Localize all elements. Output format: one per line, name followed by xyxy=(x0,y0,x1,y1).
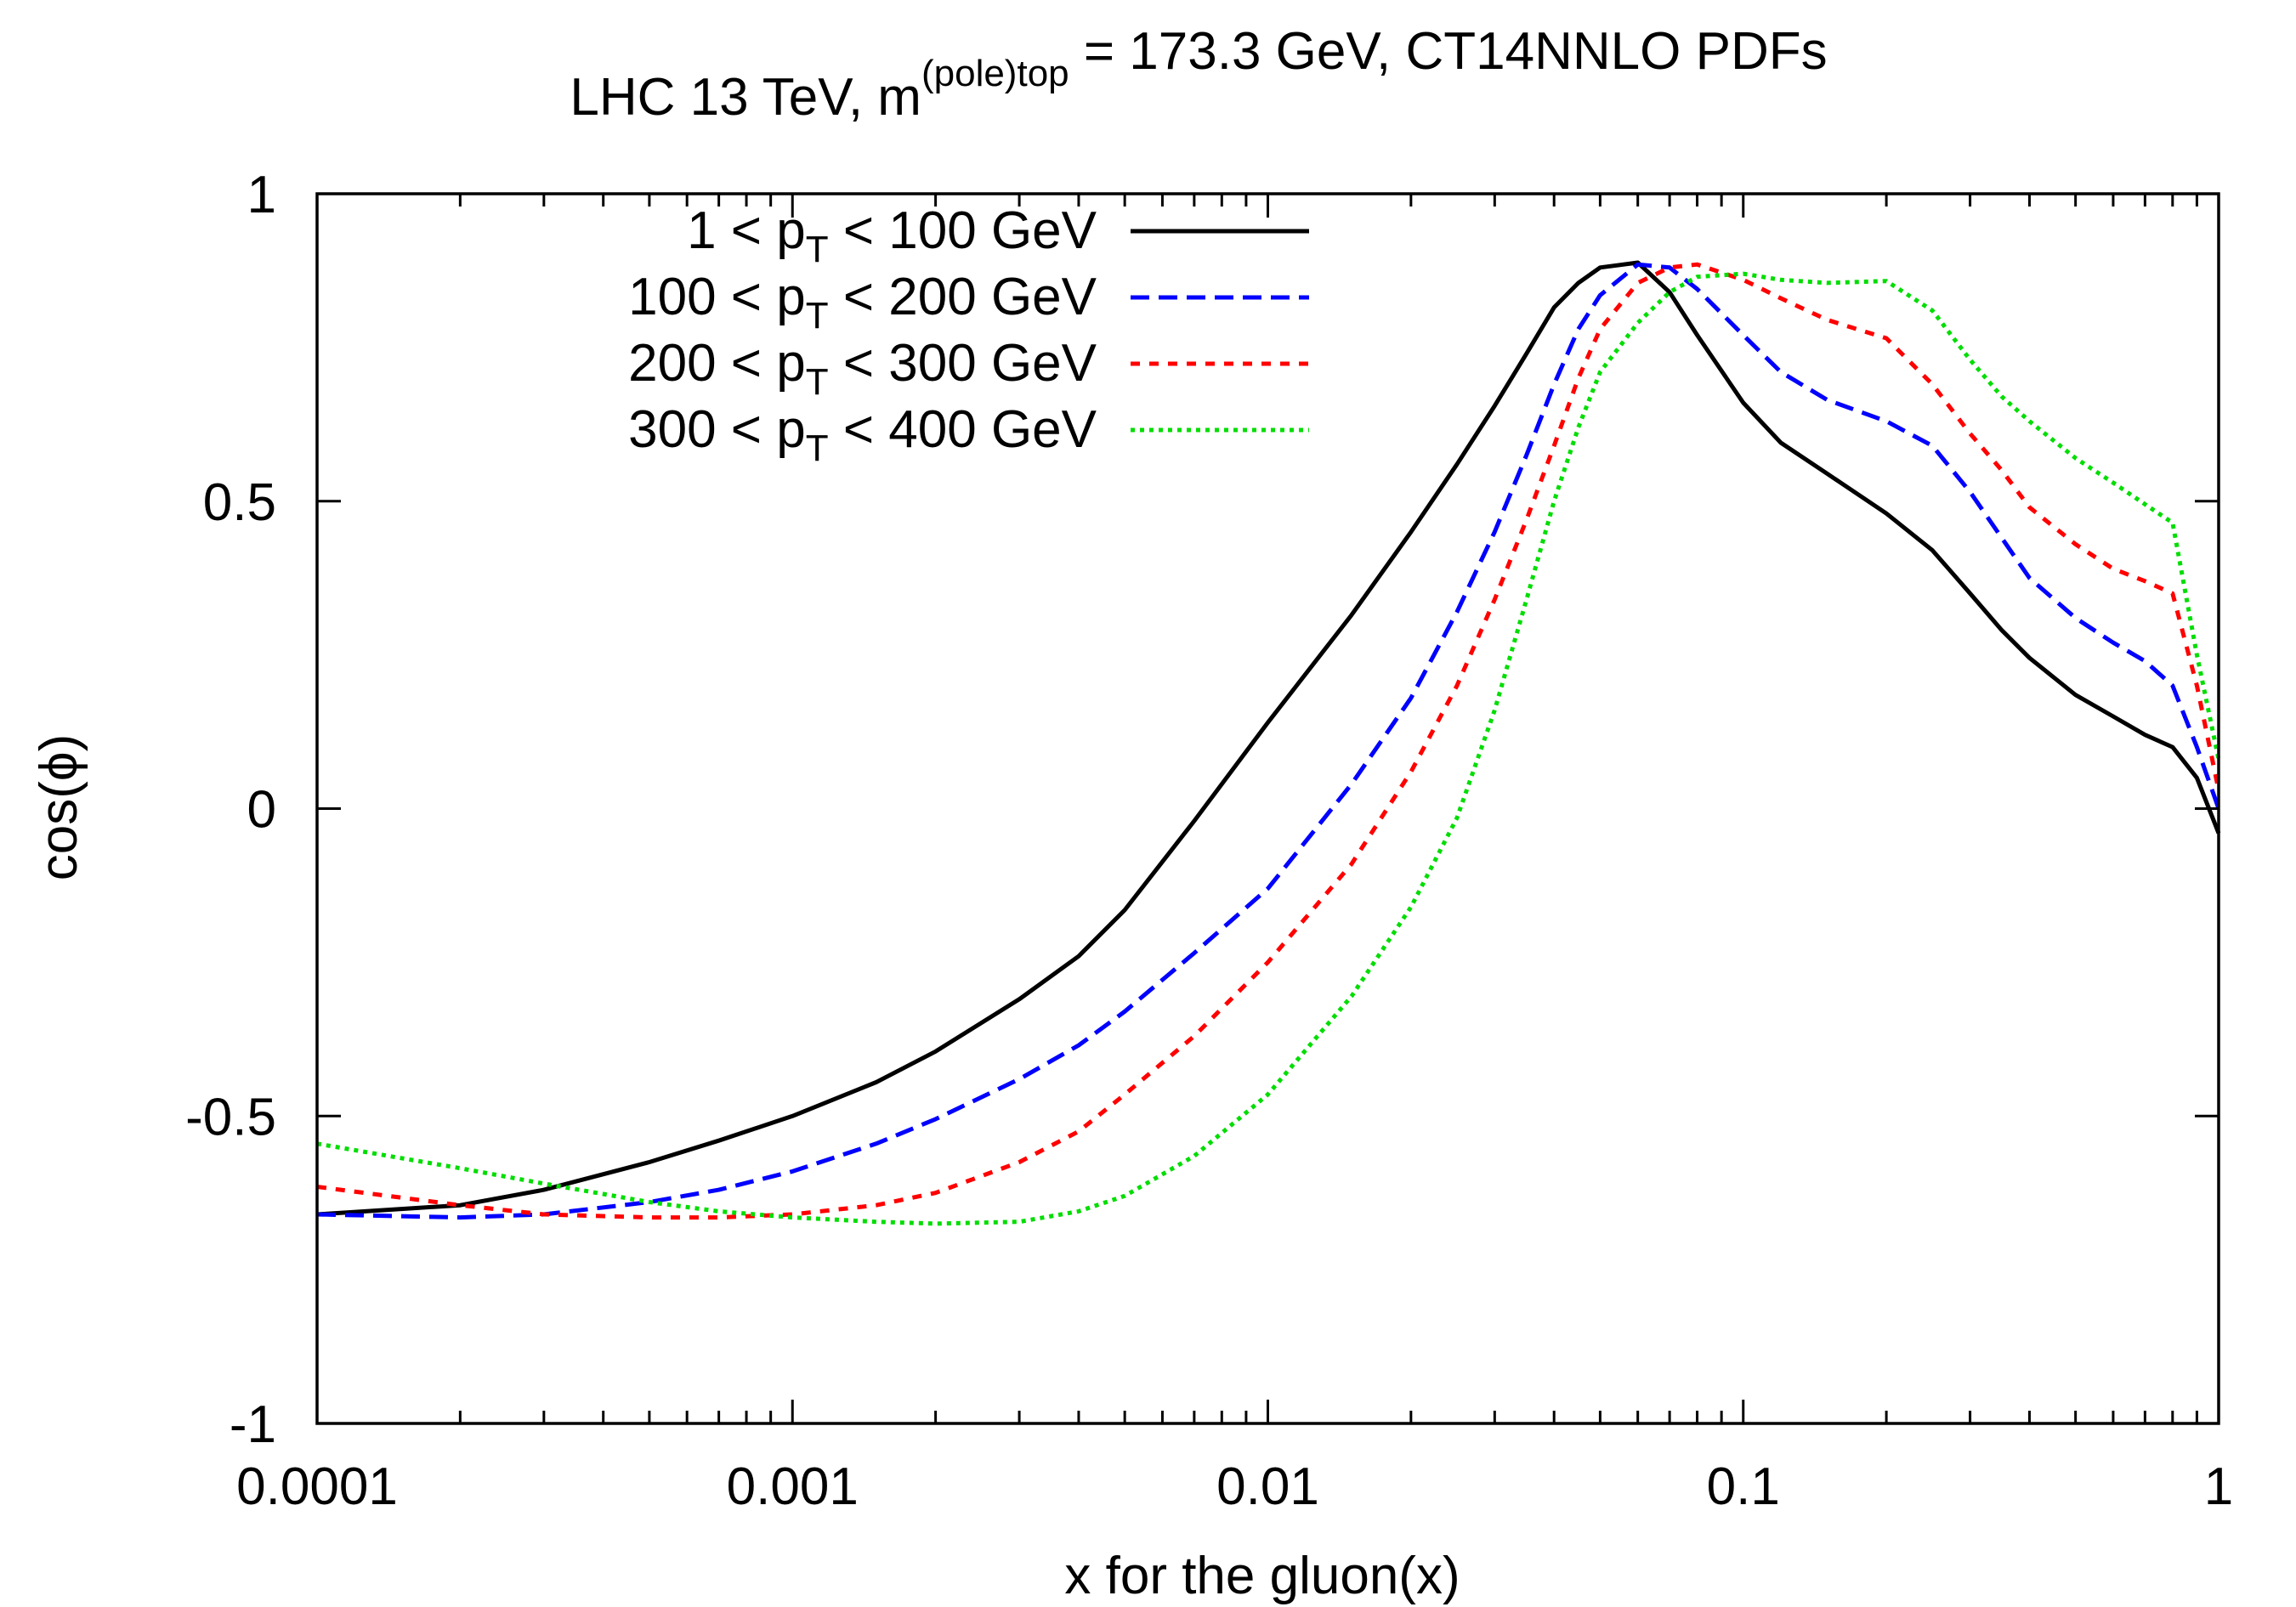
chart-title: LHC 13 TeV, m(pole)top = 173.3 GeV, CT14… xyxy=(570,22,1827,127)
y-tick-label: 0 xyxy=(247,781,276,840)
x-tick-label: 0.001 xyxy=(727,1457,859,1516)
series-line-4 xyxy=(316,271,2221,1226)
series-layer xyxy=(316,260,2221,1226)
x-tick-label: 0.0001 xyxy=(236,1457,398,1516)
ticks-layer: 0.0001 0.001 0.01 0.1 1 -1 -0.5 0 0.5 1 xyxy=(185,166,2233,1516)
plot-frame xyxy=(315,192,2220,1425)
y-axis-label: cos(ϕ) xyxy=(30,734,88,881)
y-tick-label: 0.5 xyxy=(203,473,276,532)
y-tick-label: 1 xyxy=(247,166,276,224)
series-line-2 xyxy=(316,262,2221,1220)
y-tick-label: -1 xyxy=(230,1395,276,1454)
series-line-1 xyxy=(316,260,2221,1217)
x-tick-label: 1 xyxy=(2204,1457,2233,1516)
x-tick-label: 0.1 xyxy=(1707,1457,1780,1516)
x-axis-label: x for the gluon(x) xyxy=(1064,1547,1460,1605)
y-tick-label: -0.5 xyxy=(185,1088,276,1146)
legend-label-3: 200 < pT < 300 GeV xyxy=(628,334,1097,403)
legend-label-1: 1 < pT < 100 GeV xyxy=(687,201,1097,270)
legend-label-4: 300 < pT < 400 GeV xyxy=(628,400,1097,469)
x-tick-label: 0.01 xyxy=(1216,1457,1319,1516)
series-line-3 xyxy=(316,262,2221,1220)
legend-label-2: 100 < pT < 200 GeV xyxy=(628,268,1097,337)
